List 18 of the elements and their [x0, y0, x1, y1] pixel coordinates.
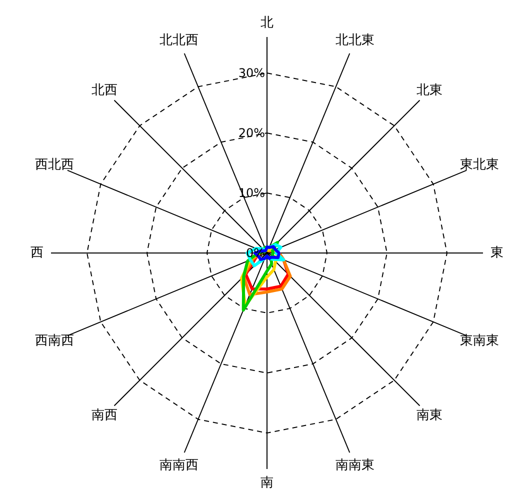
spoke-label: 東南東 [460, 334, 499, 349]
spoke-label: 南 [260, 476, 274, 490]
spoke-label: 南南西 [159, 458, 198, 473]
y-tick-label: 30% [238, 66, 265, 80]
spoke-label: 北東 [416, 82, 443, 98]
spoke-label: 南東 [416, 408, 443, 424]
spoke-label: 北 [260, 16, 274, 30]
spoke-label: 西北西 [35, 157, 74, 172]
spoke-label: 東北東 [460, 157, 499, 172]
spoke-label: 北西 [91, 82, 118, 98]
spoke-label: 東 [490, 246, 504, 260]
spoke-label: 西南西 [35, 334, 74, 349]
spoke-label: 南南東 [336, 458, 375, 473]
spoke-label: 北北東 [336, 33, 375, 48]
spoke-label: 南西 [91, 408, 118, 424]
y-tick-label: 20% [238, 126, 265, 140]
spoke-label: 西 [30, 246, 44, 260]
spoke-label: 北北西 [159, 33, 198, 48]
